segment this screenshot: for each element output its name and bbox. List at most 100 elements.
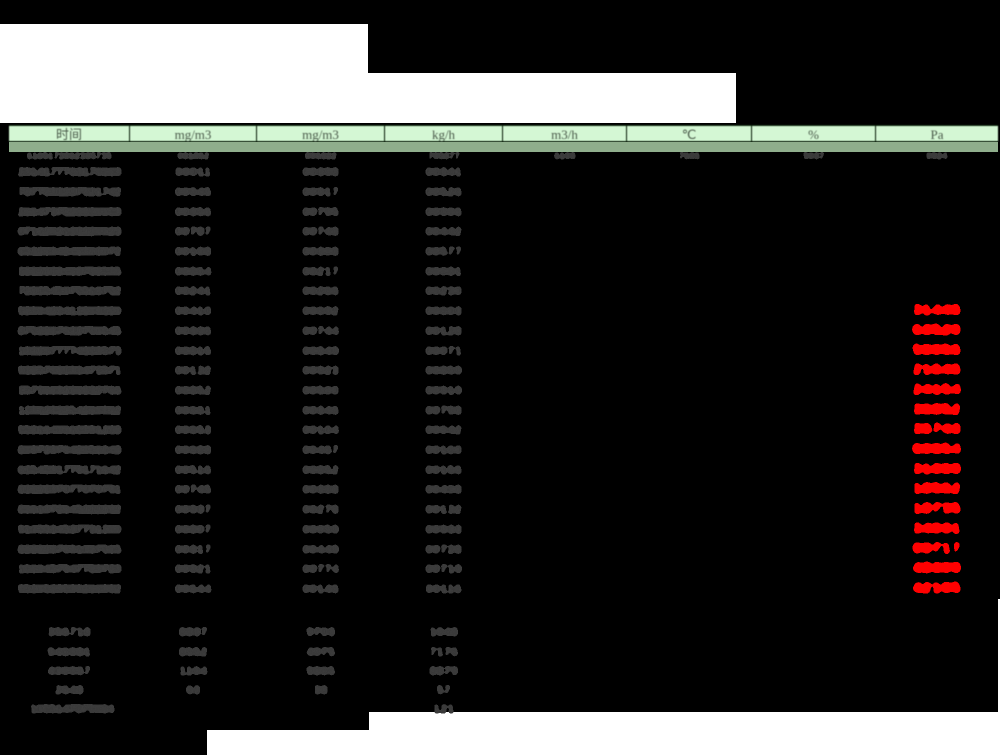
svg-text:00308: 00308: [303, 245, 340, 259]
svg-text:785377: 785377: [428, 151, 460, 161]
svg-text:00748: 00748: [303, 225, 340, 239]
svg-text:00945: 00945: [175, 185, 212, 199]
svg-text:00442: 00442: [426, 225, 463, 239]
svg-text:6532694846903072: 6532694846903072: [18, 245, 122, 259]
svg-text:00104: 00104: [303, 423, 340, 437]
svg-text:00864: 00864: [175, 264, 212, 278]
svg-text:00217: 00217: [303, 264, 340, 278]
svg-text:21646: 21646: [913, 362, 962, 379]
svg-text:18735: 18735: [913, 501, 962, 518]
svg-text:9865: 9865: [306, 664, 335, 678]
svg-text:00644: 00644: [175, 582, 212, 596]
svg-text:00317: 00317: [175, 542, 212, 556]
svg-text:1948: 1948: [429, 625, 458, 639]
svg-text:57: 57: [437, 683, 452, 697]
svg-text:36852: 36852: [913, 401, 962, 418]
svg-text:00577: 00577: [426, 245, 463, 259]
svg-text:8552: 8552: [179, 645, 208, 659]
svg-text:00146: 00146: [303, 582, 340, 596]
svg-text:8888267091067565: 8888267091067565: [18, 542, 122, 556]
svg-text:00071: 00071: [426, 344, 463, 358]
svg-text:00795: 00795: [303, 205, 340, 219]
svg-text:00745: 00745: [175, 483, 212, 497]
svg-text:00923: 00923: [303, 364, 340, 378]
svg-text:00787: 00787: [175, 225, 212, 239]
svg-text:946981: 946981: [48, 645, 92, 659]
svg-text:031862: 031862: [178, 151, 210, 161]
svg-text:00807: 00807: [175, 522, 212, 536]
svg-text:00688: 00688: [175, 443, 212, 457]
svg-text:00116: 00116: [426, 582, 462, 596]
svg-text:00467: 00467: [303, 443, 340, 457]
svg-text:9105534537731300: 9105534537731300: [18, 522, 122, 536]
svg-text:00852: 00852: [303, 463, 340, 477]
svg-text:00081: 00081: [426, 264, 463, 278]
svg-text:8879: 8879: [429, 664, 458, 678]
svg-text:8382397077070791: 8382397077070791: [18, 483, 122, 497]
svg-text:59056: 59056: [913, 342, 962, 359]
svg-text:121: 121: [433, 702, 455, 716]
svg-text:31069: 31069: [913, 461, 962, 478]
svg-text:00815: 00815: [175, 344, 212, 358]
svg-text:36743: 36743: [913, 421, 962, 438]
svg-text:00849: 00849: [303, 344, 340, 358]
svg-text:2664737828830059: 2664737828830059: [18, 205, 122, 219]
svg-text:1922677774339573: 1922677774339573: [18, 344, 122, 358]
svg-text:7176: 7176: [429, 645, 458, 659]
svg-text:18562: 18562: [913, 481, 962, 498]
svg-text:400967: 400967: [48, 664, 92, 678]
svg-text:00603: 00603: [426, 304, 463, 318]
svg-text:0924: 0924: [926, 151, 947, 161]
svg-text:8837: 8837: [179, 625, 208, 639]
svg-text:2648: 2648: [55, 683, 84, 697]
svg-text:00921: 00921: [175, 562, 212, 576]
svg-text:00230: 00230: [426, 284, 463, 298]
svg-text:00132: 00132: [175, 364, 212, 378]
svg-text:00398: 00398: [303, 165, 340, 179]
svg-text:00719: 00719: [426, 562, 463, 576]
svg-text:896322: 896322: [305, 151, 337, 161]
svg-text:09717: 09717: [913, 540, 962, 557]
svg-text:24154: 24154: [913, 382, 962, 399]
svg-text:00356: 00356: [175, 205, 212, 219]
svg-text:00156: 00156: [426, 463, 463, 477]
svg-text:00728: 00728: [426, 542, 463, 556]
svg-text:7283545075516752: 7283545075516752: [18, 284, 122, 298]
svg-text:8661972645222232: 8661972645222232: [18, 503, 122, 517]
svg-text:00241: 00241: [175, 284, 212, 298]
svg-text:00774: 00774: [303, 562, 340, 576]
svg-text:2914177763170669: 2914177763170669: [18, 165, 122, 179]
svg-text:7686: 7686: [679, 151, 700, 161]
svg-text:00933: 00933: [426, 522, 463, 536]
svg-text:00526: 00526: [426, 185, 463, 199]
svg-text:00336: 00336: [175, 324, 212, 338]
svg-text:356718: 356718: [48, 625, 92, 639]
svg-text:00408: 00408: [426, 483, 463, 497]
svg-text:1055147879084: 1055147879084: [30, 702, 115, 716]
svg-text:00653: 00653: [175, 423, 212, 437]
svg-text:5581640615991238: 5581640615991238: [18, 423, 122, 437]
svg-text:00011: 00011: [175, 165, 211, 179]
svg-text:42195: 42195: [913, 580, 962, 597]
svg-text:9703: 9703: [306, 625, 335, 639]
svg-text:00198: 00198: [175, 245, 212, 259]
svg-text:9385708393473571: 9385708393473571: [18, 364, 122, 378]
svg-text:00388: 00388: [303, 483, 340, 497]
svg-text:00278: 00278: [303, 503, 340, 517]
svg-text:00410: 00410: [175, 304, 212, 318]
svg-text:00798: 00798: [426, 403, 463, 417]
svg-text:00906: 00906: [426, 205, 463, 219]
svg-text:00160: 00160: [426, 443, 463, 457]
svg-text:31446: 31446: [913, 302, 962, 319]
svg-text:00128: 00128: [426, 324, 463, 338]
svg-text:00516: 00516: [175, 463, 212, 477]
svg-text:00341: 00341: [426, 165, 463, 179]
svg-text:48309: 48309: [913, 560, 962, 577]
svg-text:9530589599266992: 9530589599266992: [18, 582, 122, 596]
svg-text:00500: 00500: [303, 384, 340, 398]
svg-text:5037: 5037: [803, 151, 824, 161]
svg-text:00266: 00266: [303, 284, 340, 298]
svg-text:3573669236832766: 3573669236832766: [18, 384, 122, 398]
svg-text:00042: 00042: [426, 423, 463, 437]
svg-text:00937: 00937: [175, 503, 212, 517]
